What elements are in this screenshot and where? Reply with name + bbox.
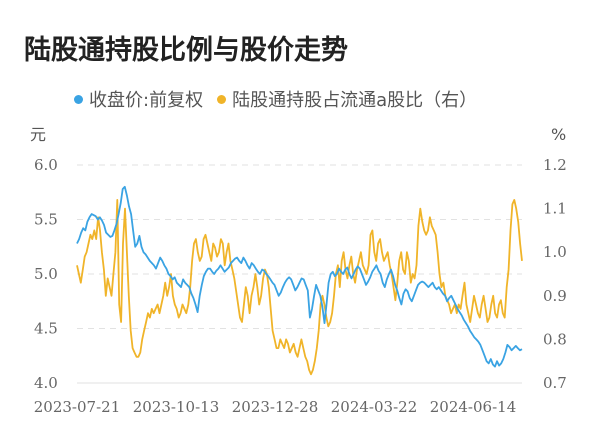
right-tick-label: 1.1 [543, 200, 567, 218]
legend-item-holding[interactable]: 陆股通持股占流通a股比（右） [217, 86, 477, 112]
right-tick-label: 0.8 [543, 330, 567, 348]
left-tick-label: 4.0 [34, 374, 58, 392]
x-axis-ticks: 2023-07-21 2023-10-13 2023-12-28 2024-03-22… [34, 398, 516, 416]
right-axis-ticks: 1.2 1.1 1.0 0.9 0.8 0.7 [543, 156, 567, 392]
holding-ratio-line [76, 198, 523, 376]
legend: 收盘价:前复权 陆股通持股占流通a股比（右） [74, 86, 491, 112]
x-tick-label: 2024-03-22 [331, 398, 417, 416]
x-tick-label: 2023-10-13 [133, 398, 219, 416]
legend-label-price: 收盘价:前复权 [89, 90, 204, 111]
right-tick-label: 0.7 [543, 374, 567, 392]
right-tick-label: 0.9 [543, 287, 567, 305]
x-tick-label: 2023-07-21 [34, 398, 120, 416]
legend-item-price[interactable]: 收盘价:前复权 [74, 86, 203, 112]
legend-dot-yellow-icon [217, 94, 227, 104]
left-axis-ticks: 6.0 5.5 5.0 4.5 4.0 [34, 156, 58, 392]
price-line [76, 185, 523, 368]
left-tick-label: 5.0 [34, 265, 58, 283]
x-tick-label: 2024-06-14 [430, 398, 516, 416]
chart-title: 陆股通持股比例与股价走势 [24, 35, 348, 66]
gridlines [77, 164, 522, 384]
right-axis-unit: % [551, 125, 566, 144]
right-tick-label: 1.2 [543, 156, 567, 174]
legend-label-holding: 陆股通持股占流通a股比（右） [232, 90, 478, 111]
left-axis-unit: 元 [30, 125, 46, 144]
left-tick-label: 4.5 [34, 320, 58, 338]
x-tick-label: 2023-12-28 [232, 398, 318, 416]
legend-dot-blue-icon [74, 94, 83, 104]
left-tick-label: 6.0 [34, 156, 58, 174]
left-tick-label: 5.5 [34, 211, 58, 229]
right-tick-label: 1.0 [543, 243, 567, 261]
